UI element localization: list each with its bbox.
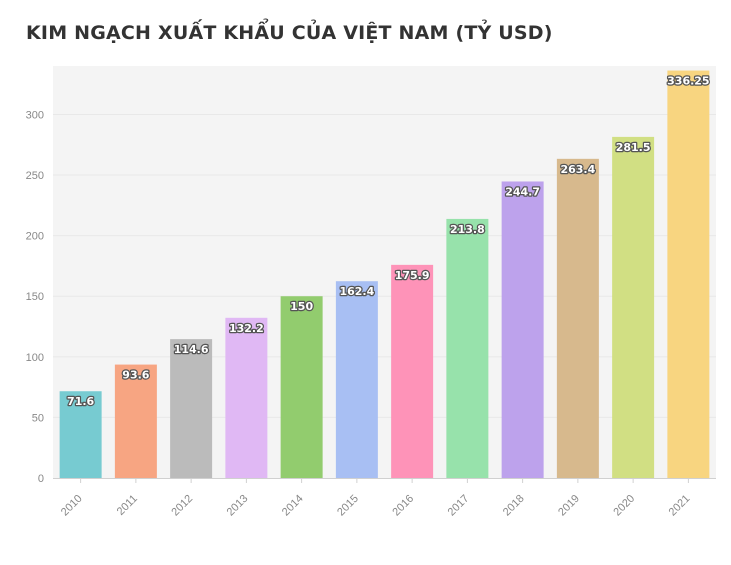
x-tick-label: 2020	[611, 493, 637, 519]
data-label: 132.2	[229, 322, 264, 335]
bar	[446, 218, 489, 478]
bar	[114, 364, 157, 478]
x-tick-label: 2011	[115, 493, 140, 518]
x-tick-label: 2018	[501, 493, 527, 519]
data-label: 175.9	[395, 269, 430, 282]
bar	[225, 317, 268, 478]
y-tick-label: 50	[32, 412, 44, 424]
x-tick-label: 2014	[280, 493, 306, 519]
y-tick-label: 100	[26, 352, 44, 364]
x-tick-label: 2016	[390, 493, 416, 519]
x-tick-label: 2013	[225, 493, 251, 519]
x-tick-label: 2015	[335, 493, 361, 519]
y-tick-label: 200	[26, 231, 44, 243]
data-label: 336.25	[667, 75, 709, 88]
data-label: 263.4	[560, 163, 595, 176]
plot-area	[53, 66, 716, 478]
bar	[170, 339, 213, 478]
data-label: 244.7	[505, 185, 540, 198]
y-tick-label: 150	[26, 291, 44, 303]
x-tick-label: 2021	[667, 493, 693, 519]
bar	[391, 264, 434, 478]
x-tick-label: 2017	[446, 493, 472, 519]
data-label: 114.6	[174, 343, 209, 356]
y-tick-label: 250	[26, 170, 44, 182]
x-tick-label: 2010	[59, 493, 85, 519]
chart-title: KIM NGẠCH XUẤT KHẨU CỦA VIỆT NAM (TỶ USD…	[26, 22, 553, 44]
bar	[335, 281, 378, 478]
bar	[556, 158, 599, 479]
data-label: 213.8	[450, 223, 485, 236]
data-label: 162.4	[339, 285, 374, 298]
data-label: 93.6	[122, 369, 149, 382]
bar	[59, 391, 102, 478]
x-tick-label: 2012	[169, 493, 195, 519]
bar	[280, 296, 323, 478]
bar	[667, 70, 710, 478]
data-label: 150	[290, 300, 313, 313]
x-tick-label: 2019	[556, 493, 582, 519]
bar	[612, 136, 655, 478]
data-label: 281.5	[616, 141, 651, 154]
y-tick-label: 0	[38, 473, 44, 485]
y-tick-label: 300	[26, 109, 44, 121]
data-label: 71.6	[67, 395, 94, 408]
bar	[501, 181, 544, 478]
